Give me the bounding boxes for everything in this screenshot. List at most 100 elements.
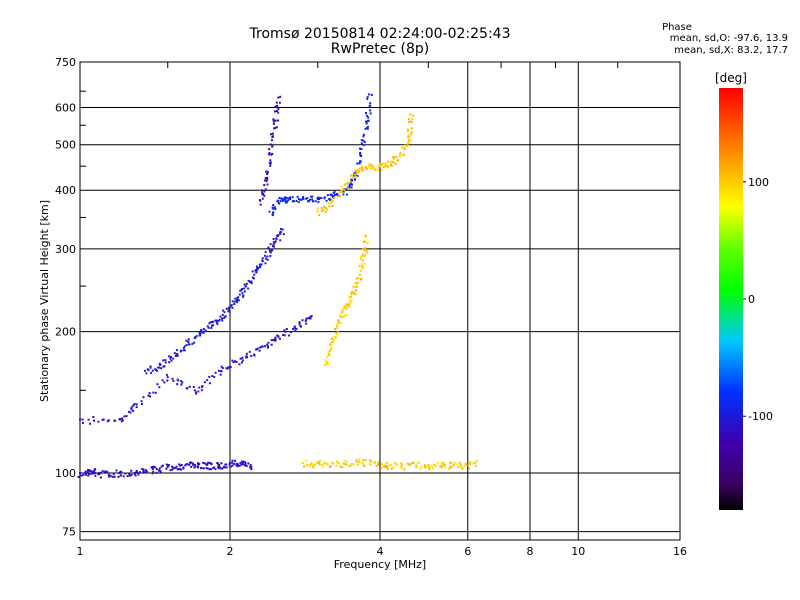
data-point — [266, 255, 269, 258]
x-tick-label: 6 — [464, 545, 471, 558]
data-point — [184, 464, 187, 467]
data-point — [399, 155, 401, 158]
data-point — [362, 248, 365, 251]
data-point — [339, 464, 341, 467]
data-point — [263, 190, 266, 193]
data-point — [363, 465, 366, 467]
data-point — [274, 119, 277, 122]
data-point — [165, 373, 168, 376]
data-point — [221, 367, 224, 369]
data-point — [386, 160, 389, 163]
data-point — [416, 461, 419, 464]
data-point — [123, 415, 126, 418]
data-point — [200, 329, 203, 331]
data-point — [208, 375, 211, 378]
data-point — [172, 357, 175, 360]
data-point — [370, 460, 373, 463]
data-point — [241, 460, 244, 463]
data-point — [269, 161, 272, 164]
chart-title: Tromsø 20150814 02:24:00-02:25:43 — [249, 26, 511, 42]
data-point — [332, 338, 335, 341]
data-point — [269, 164, 272, 167]
data-point — [129, 474, 131, 477]
data-point — [190, 461, 193, 464]
data-point — [251, 270, 254, 273]
data-point — [366, 96, 369, 99]
data-point — [342, 308, 345, 311]
data-point — [185, 387, 188, 390]
data-point — [367, 116, 370, 119]
data-point — [358, 273, 361, 276]
data-point — [198, 386, 201, 389]
data-point — [255, 271, 258, 274]
data-point — [145, 469, 148, 472]
data-point — [255, 348, 258, 351]
data-point — [360, 169, 363, 172]
data-point — [202, 461, 205, 464]
data-point — [385, 162, 388, 165]
data-point — [245, 352, 248, 355]
data-point — [360, 142, 363, 145]
data-point — [247, 279, 250, 282]
data-point — [362, 241, 365, 244]
data-point — [420, 465, 423, 468]
colorbar-label: [deg] — [715, 71, 747, 85]
data-point — [106, 471, 109, 474]
data-point — [114, 419, 117, 422]
data-point — [188, 463, 191, 466]
data-point — [257, 267, 260, 269]
data-point — [180, 383, 183, 386]
data-point — [217, 464, 220, 466]
data-point — [295, 200, 298, 202]
data-point — [91, 470, 94, 473]
data-point — [108, 475, 111, 478]
data-point — [84, 470, 87, 473]
data-point — [82, 473, 85, 476]
data-point — [465, 462, 468, 465]
data-point — [340, 190, 343, 193]
data-point — [93, 470, 96, 473]
data-point — [330, 341, 333, 344]
data-point — [325, 360, 328, 363]
data-point — [218, 318, 221, 321]
data-point — [101, 470, 104, 473]
data-point — [450, 461, 453, 464]
data-point — [244, 285, 247, 288]
data-point — [320, 207, 323, 209]
data-point — [468, 467, 471, 470]
data-point — [104, 470, 107, 473]
data-point — [322, 461, 325, 464]
data-point — [135, 403, 138, 406]
data-point — [229, 462, 231, 464]
x-axis-label: Frequency [MHz] — [334, 558, 426, 571]
data-point — [403, 468, 406, 471]
data-point — [225, 307, 228, 310]
data-point — [147, 394, 150, 397]
data-point — [327, 361, 329, 364]
data-point — [297, 201, 300, 204]
data-point — [293, 327, 296, 330]
data-point — [187, 338, 190, 341]
data-point — [81, 418, 84, 421]
data-point — [289, 331, 292, 334]
data-point — [316, 197, 319, 199]
data-point — [356, 169, 359, 172]
data-point — [362, 135, 365, 138]
data-point — [272, 245, 275, 248]
data-point — [369, 104, 372, 107]
data-point — [361, 265, 364, 268]
data-point — [334, 328, 337, 331]
data-point — [267, 246, 270, 249]
data-point — [361, 253, 364, 256]
data-point — [272, 241, 275, 244]
data-point — [263, 254, 266, 257]
data-point — [343, 459, 346, 462]
data-point — [93, 469, 96, 472]
data-point — [356, 463, 359, 466]
data-point — [165, 467, 168, 470]
data-point — [364, 459, 367, 462]
data-point — [119, 474, 122, 477]
data-point — [354, 282, 357, 284]
data-point — [166, 466, 169, 468]
data-point — [277, 199, 280, 202]
